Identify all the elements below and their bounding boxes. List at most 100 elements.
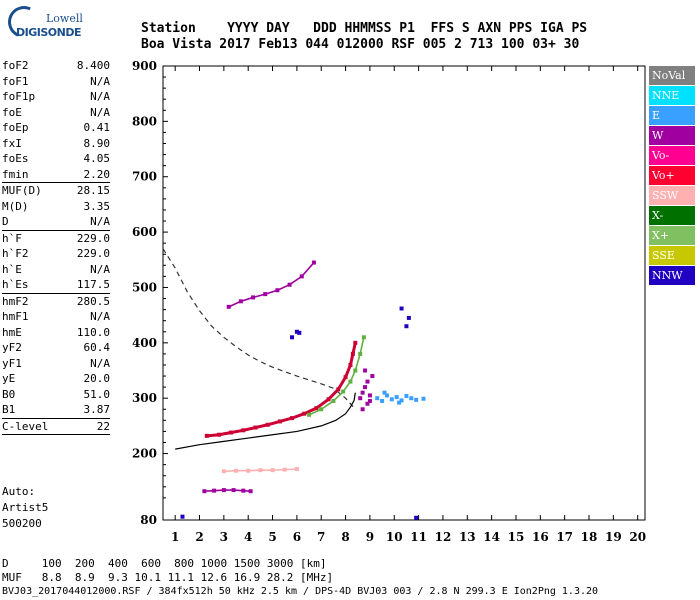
legend-item: Vo+ bbox=[649, 166, 695, 185]
param-name: B0 bbox=[2, 387, 16, 401]
param-value: 8.400 bbox=[76, 59, 110, 72]
x-tick-label: 14 bbox=[483, 530, 500, 544]
x-tick-label: 13 bbox=[459, 530, 476, 544]
param-name: foE bbox=[2, 105, 22, 119]
x-tick-label: 18 bbox=[581, 530, 598, 544]
param-name: foF1 bbox=[2, 74, 29, 88]
data-point bbox=[380, 398, 385, 403]
x-tick-label: 16 bbox=[532, 530, 549, 544]
param-name: foEs bbox=[2, 152, 29, 165]
data-point bbox=[180, 514, 185, 519]
x-tick-label: 7 bbox=[317, 530, 325, 544]
trace-line bbox=[228, 262, 315, 308]
x-tick-label: 5 bbox=[268, 530, 276, 544]
param-name: hmE bbox=[2, 325, 22, 339]
param-name: foF2 bbox=[2, 59, 29, 72]
data-point bbox=[365, 401, 370, 406]
data-point bbox=[367, 393, 372, 398]
param-row: h`F2 229.0 bbox=[2, 246, 110, 262]
data-point bbox=[399, 398, 404, 403]
y-tick-label: 500 bbox=[132, 280, 157, 294]
electron-density-profile-line bbox=[175, 392, 356, 450]
param-value: N/A bbox=[90, 310, 110, 323]
param-group-heights: h`F 229.0 h`F2 229.0 h`E N/A h`Es 117.5 bbox=[2, 231, 110, 293]
x-tick-label: 3 bbox=[220, 530, 228, 544]
param-row: MUF(D) 28.15 bbox=[2, 183, 110, 199]
param-value: 51.0 bbox=[83, 387, 111, 401]
param-group-confidence: C-level 22 bbox=[2, 419, 110, 435]
x-tick-label: 4 bbox=[244, 530, 252, 544]
param-value: 0.41 bbox=[83, 121, 111, 134]
logo-lowell: Lowell bbox=[46, 12, 83, 25]
param-name: C-level bbox=[2, 419, 49, 433]
x-tick-label: 1 bbox=[171, 530, 179, 544]
legend-item: NNW bbox=[649, 266, 695, 285]
data-point bbox=[294, 329, 299, 334]
header-labels: Station YYYY DAY DDD HHMMSS P1 FFS S AXN… bbox=[141, 21, 588, 36]
param-row: M(D) 3.35 bbox=[2, 199, 110, 215]
param-value: 20.0 bbox=[83, 372, 111, 385]
param-name: foEp bbox=[2, 121, 29, 134]
data-point bbox=[404, 324, 409, 329]
data-point bbox=[365, 379, 370, 384]
divider bbox=[2, 229, 110, 231]
param-row: foEs 4.05 bbox=[2, 151, 110, 167]
x-tick-label: 12 bbox=[435, 530, 452, 544]
param-row: foE N/A bbox=[2, 105, 110, 121]
muf-row: MUF 8.8 8.9 9.3 10.1 11.1 12.6 16.9 28.2… bbox=[2, 571, 334, 584]
divider bbox=[2, 182, 110, 183]
param-row: yE 20.0 bbox=[2, 371, 110, 387]
lowell-digisonde-logo: Lowell DIGISONDE bbox=[3, 1, 83, 44]
param-value: 110.0 bbox=[76, 325, 110, 339]
logo-digisonde: DIGISONDE bbox=[16, 26, 81, 39]
data-point bbox=[389, 397, 394, 402]
legend-item: W bbox=[649, 126, 695, 145]
x-tick-label: 20 bbox=[629, 530, 646, 544]
param-value: N/A bbox=[90, 262, 110, 276]
data-point bbox=[290, 335, 295, 340]
x-tick-label: 17 bbox=[556, 530, 573, 544]
param-value: 4.05 bbox=[83, 152, 111, 165]
param-row: foEp 0.41 bbox=[2, 120, 110, 136]
x-tick-label: 11 bbox=[410, 530, 427, 544]
legend-item: Vo- bbox=[649, 146, 695, 165]
param-value: 3.87 bbox=[83, 403, 111, 416]
auto-method: Artist5 bbox=[2, 501, 49, 514]
y-tick-label: 80 bbox=[140, 513, 157, 527]
legend-item: E bbox=[649, 106, 695, 125]
param-name: yF1 bbox=[2, 356, 22, 370]
data-point bbox=[358, 396, 363, 401]
param-value: N/A bbox=[90, 105, 110, 119]
trace-line bbox=[223, 468, 297, 473]
y-tick-label: 800 bbox=[132, 114, 157, 128]
file-info: BVJ03_2017044012000.RSF / 384fx512h 50 k… bbox=[2, 586, 599, 597]
param-value: 8.90 bbox=[83, 136, 111, 150]
header-values: Boa Vista 2017 Feb13 044 012000 RSF 005 … bbox=[141, 37, 580, 52]
param-row: C-level 22 bbox=[2, 419, 110, 435]
param-row: foF2 8.400 bbox=[2, 58, 110, 74]
x-tick-label: 19 bbox=[605, 530, 622, 544]
legend-item: X+ bbox=[649, 226, 695, 245]
x-tick-label: 2 bbox=[195, 530, 203, 544]
param-name: yE bbox=[2, 372, 16, 385]
x-tick-label: 6 bbox=[293, 530, 301, 544]
y-tick-label: 600 bbox=[132, 225, 157, 239]
data-point bbox=[397, 400, 402, 405]
y-tick-label: 200 bbox=[132, 447, 157, 461]
data-point bbox=[406, 315, 411, 320]
param-row: yF2 60.4 bbox=[2, 340, 110, 356]
param-value: 117.5 bbox=[76, 278, 110, 291]
param-name: B1 bbox=[2, 403, 16, 416]
data-point bbox=[375, 396, 380, 401]
x-tick-label: 15 bbox=[508, 530, 525, 544]
legend: NoVal NNE E W Vo- Vo+ SSW X- X+ SSE NNW bbox=[649, 66, 695, 286]
param-row: h`Es 117.5 bbox=[2, 277, 110, 293]
data-point bbox=[414, 515, 419, 520]
trace-line bbox=[206, 342, 357, 438]
data-point bbox=[414, 397, 419, 402]
data-point bbox=[360, 390, 365, 395]
data-point bbox=[367, 398, 372, 403]
divider bbox=[2, 292, 110, 294]
param-name: h`F2 bbox=[2, 247, 29, 260]
y-tick-label: 400 bbox=[132, 336, 157, 350]
